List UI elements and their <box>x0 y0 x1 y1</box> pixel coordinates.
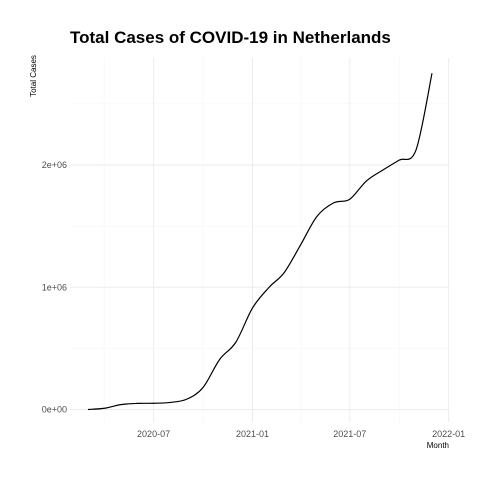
grid <box>70 58 450 422</box>
y-axis-title: Total Cases <box>29 55 38 97</box>
y-axis-ticks: 0e+00 1e+06 2e+06 <box>42 160 67 415</box>
x-tick-label: 2021-01 <box>236 429 269 439</box>
series-layer <box>87 73 433 411</box>
x-tick-label: 2021-07 <box>333 429 366 439</box>
x-axis-title: Month <box>427 441 449 450</box>
x-tick-label: 2020-07 <box>137 429 170 439</box>
y-tick-label: 0e+00 <box>42 405 67 415</box>
chart-title: Total Cases of COVID-19 in Netherlands <box>70 28 391 47</box>
y-tick-label: 2e+06 <box>42 160 67 170</box>
x-axis-ticks: 2020-07 2021-01 2021-07 2022-01 <box>137 429 465 439</box>
x-tick-label: 2022-01 <box>432 429 465 439</box>
y-tick-label: 1e+06 <box>42 282 67 292</box>
series-line <box>87 73 433 411</box>
